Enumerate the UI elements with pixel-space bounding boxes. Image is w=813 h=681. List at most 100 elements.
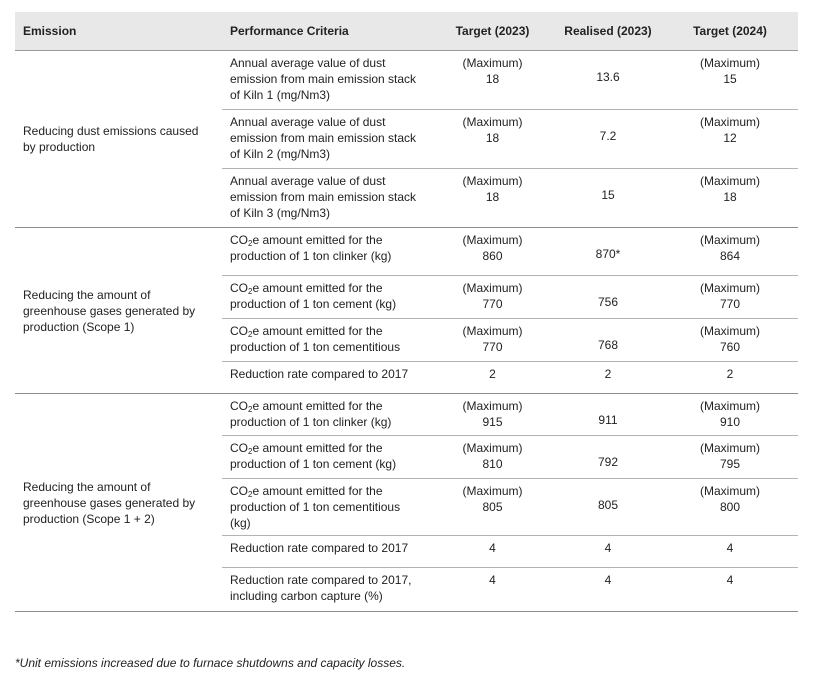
cell-value: 860 — [482, 249, 503, 263]
co2-prefix: CO — [230, 233, 248, 247]
co2-prefix: CO — [230, 441, 248, 455]
cell-value: 4 — [726, 541, 734, 555]
realised-2023-value: 756 — [554, 275, 662, 319]
performance-criteria: Reduction rate compared to 2017 — [222, 361, 431, 394]
emission-category: Reducing the amount of greenhouse gases … — [15, 227, 222, 394]
cell-value: 911 — [598, 413, 618, 427]
criteria-text: e amount emitted for the production of 1… — [230, 324, 401, 354]
header-target-2023: Target (2023) — [431, 12, 554, 51]
maximum-label: (Maximum) — [462, 233, 523, 247]
header-target-2024: Target (2024) — [662, 12, 798, 51]
cell-value: 7.2 — [599, 129, 617, 143]
realised-2023-value: 2 — [554, 361, 662, 394]
performance-criteria: CO2e amount emitted for the production o… — [222, 435, 431, 479]
performance-criteria: Annual average value of dust emission fr… — [222, 168, 431, 228]
target-2023-value: (Maximum) 810 — [431, 435, 554, 479]
target-2023-value: (Maximum) 805 — [431, 478, 554, 536]
cell-value: 795 — [719, 457, 741, 471]
realised-2023-value: 4 — [554, 567, 662, 612]
cell-value: 13.6 — [596, 70, 620, 84]
cell-value: 2 — [726, 367, 734, 381]
target-2023-value: 2 — [431, 361, 554, 394]
maximum-label: (Maximum) — [462, 484, 523, 498]
performance-criteria: Annual average value of dust emission fr… — [222, 109, 431, 169]
target-2024-value: (Maximum) 910 — [662, 393, 798, 436]
maximum-label: (Maximum) — [700, 441, 760, 455]
target-2024-value: (Maximum) 800 — [662, 478, 798, 536]
emission-category: Reducing dust emissions caused by produc… — [15, 50, 222, 228]
maximum-label: (Maximum) — [462, 281, 523, 295]
target-2024-value: 2 — [662, 361, 798, 394]
maximum-label: (Maximum) — [462, 399, 523, 413]
target-2023-value: (Maximum) 18 — [431, 168, 554, 228]
cell-value: 18 — [485, 72, 500, 86]
target-2023-value: 4 — [431, 567, 554, 612]
maximum-label: (Maximum) — [462, 115, 523, 129]
maximum-label: (Maximum) — [700, 115, 760, 129]
cell-value: 805 — [482, 500, 503, 514]
target-2024-value: (Maximum) 760 — [662, 318, 798, 362]
co2-subscript: 2 — [248, 287, 253, 296]
table-row: CO2e amount emitted for the production o… — [15, 478, 798, 536]
maximum-label: (Maximum) — [462, 324, 523, 338]
performance-criteria: Annual average value of dust emission fr… — [222, 50, 431, 110]
performance-criteria: CO2e amount emitted for the production o… — [222, 275, 431, 319]
maximum-label: (Maximum) — [700, 399, 760, 413]
table-row: CO2e amount emitted for the production o… — [15, 435, 798, 479]
criteria-text: e amount emitted for the production of 1… — [230, 484, 401, 530]
maximum-label: (Maximum) — [700, 56, 760, 70]
realised-2023-value: 13.6 — [554, 50, 662, 110]
criteria-text: e amount emitted for the production of 1… — [230, 233, 392, 263]
cell-value: 810 — [482, 457, 503, 471]
realised-2023-value: 4 — [554, 535, 662, 568]
target-2024-value: (Maximum) 12 — [662, 109, 798, 169]
target-2023-value: (Maximum) 915 — [431, 393, 554, 436]
co2-subscript: 2 — [248, 490, 253, 499]
table-row: CO2e amount emitted for the production o… — [15, 275, 798, 319]
maximum-label: (Maximum) — [700, 233, 760, 247]
table-row: Reduction rate compared to 2017 2 2 2 — [15, 361, 798, 394]
co2-subscript: 2 — [248, 447, 253, 456]
cell-value: 4 — [489, 541, 496, 555]
target-2024-value: (Maximum) 18 — [662, 168, 798, 228]
realised-2023-value: 768 — [554, 318, 662, 362]
performance-criteria: Reduction rate compared to 2017 — [222, 535, 431, 568]
maximum-label: (Maximum) — [700, 174, 760, 188]
realised-2023-value: 870* — [554, 227, 662, 276]
cell-value: 864 — [719, 249, 741, 263]
cell-value: 4 — [489, 573, 496, 587]
target-2024-value: 4 — [662, 535, 798, 568]
cell-value: 770 — [482, 297, 503, 311]
cell-value: 792 — [597, 455, 619, 469]
table-row: Annual average value of dust emission fr… — [15, 168, 798, 228]
cell-value: 4 — [604, 541, 612, 555]
target-2024-value: (Maximum) 864 — [662, 227, 798, 276]
header-criteria: Performance Criteria — [222, 12, 431, 51]
maximum-label: (Maximum) — [462, 174, 523, 188]
target-2024-value: 4 — [662, 567, 798, 612]
cell-value: 770 — [719, 297, 741, 311]
realised-2023-value: 7.2 — [554, 109, 662, 169]
cell-value: 760 — [719, 340, 741, 354]
criteria-text: e amount emitted for the production of 1… — [230, 441, 397, 471]
target-2023-value: 4 — [431, 535, 554, 568]
cell-value: 18 — [485, 131, 500, 145]
cell-value: 4 — [726, 573, 734, 587]
realised-2023-value: 15 — [554, 168, 662, 228]
table-row: Reducing the amount of greenhouse gases … — [15, 227, 798, 394]
cell-value: 768 — [597, 338, 619, 352]
criteria-text: e amount emitted for the production of 1… — [230, 399, 392, 429]
performance-criteria: CO2e amount emitted for the production o… — [222, 227, 431, 276]
header-emission: Emission — [15, 12, 222, 51]
table-row: Annual average value of dust emission fr… — [15, 109, 798, 169]
criteria-text: e amount emitted for the production of 1… — [230, 281, 397, 311]
emissions-table: Emission Performance Criteria Target (20… — [15, 12, 798, 612]
target-2024-value: (Maximum) 770 — [662, 275, 798, 319]
realised-2023-value: 911 — [554, 393, 662, 436]
header-realised-2023: Realised (2023) — [554, 12, 662, 51]
header-row: Emission Performance Criteria Target (20… — [15, 12, 798, 51]
table-row: Reducing the amount of greenhouse gases … — [15, 393, 798, 612]
table-row: CO2e amount emitted for the production o… — [15, 318, 798, 362]
target-2024-value: (Maximum) 795 — [662, 435, 798, 479]
performance-criteria: CO2e amount emitted for the production o… — [222, 393, 431, 436]
